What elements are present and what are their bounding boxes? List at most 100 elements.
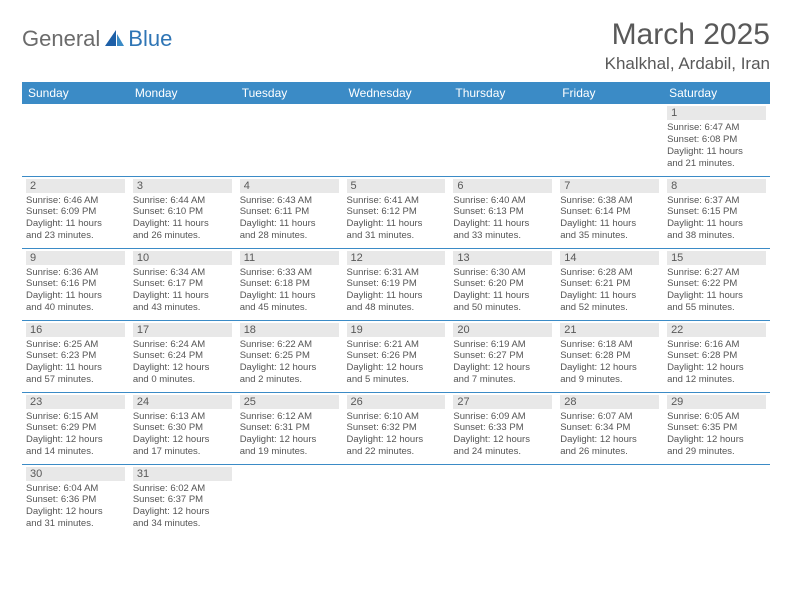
day-cell: 16Sunrise: 6:25 AMSunset: 6:23 PMDayligh… xyxy=(22,320,129,392)
day-cell: 24Sunrise: 6:13 AMSunset: 6:30 PMDayligh… xyxy=(129,392,236,464)
sunrise-line: Sunrise: 6:44 AM xyxy=(133,195,232,207)
day-number: 9 xyxy=(26,251,125,265)
day-cell: 11Sunrise: 6:33 AMSunset: 6:18 PMDayligh… xyxy=(236,248,343,320)
daylight-line-2: and 31 minutes. xyxy=(26,518,125,530)
daylight-line-1: Daylight: 11 hours xyxy=(240,218,339,230)
sunrise-line: Sunrise: 6:30 AM xyxy=(453,267,552,279)
sunrise-line: Sunrise: 6:21 AM xyxy=(347,339,446,351)
day-cell xyxy=(236,464,343,536)
day-cell: 7Sunrise: 6:38 AMSunset: 6:14 PMDaylight… xyxy=(556,176,663,248)
daylight-line-2: and 43 minutes. xyxy=(133,302,232,314)
sunset-line: Sunset: 6:08 PM xyxy=(667,134,766,146)
sunset-line: Sunset: 6:24 PM xyxy=(133,350,232,362)
day-number: 2 xyxy=(26,179,125,193)
daylight-line-1: Daylight: 11 hours xyxy=(240,290,339,302)
day-cell xyxy=(22,104,129,176)
day-number: 26 xyxy=(347,395,446,409)
sunset-line: Sunset: 6:09 PM xyxy=(26,206,125,218)
day-cell xyxy=(449,464,556,536)
day-cell: 13Sunrise: 6:30 AMSunset: 6:20 PMDayligh… xyxy=(449,248,556,320)
day-cell: 9Sunrise: 6:36 AMSunset: 6:16 PMDaylight… xyxy=(22,248,129,320)
daylight-line-2: and 45 minutes. xyxy=(240,302,339,314)
sunrise-line: Sunrise: 6:25 AM xyxy=(26,339,125,351)
day-cell: 19Sunrise: 6:21 AMSunset: 6:26 PMDayligh… xyxy=(343,320,450,392)
day-cell: 17Sunrise: 6:24 AMSunset: 6:24 PMDayligh… xyxy=(129,320,236,392)
daylight-line-2: and 35 minutes. xyxy=(560,230,659,242)
sunset-line: Sunset: 6:35 PM xyxy=(667,422,766,434)
day-number: 19 xyxy=(347,323,446,337)
sunrise-line: Sunrise: 6:24 AM xyxy=(133,339,232,351)
day-cell: 4Sunrise: 6:43 AMSunset: 6:11 PMDaylight… xyxy=(236,176,343,248)
weekday-header: Wednesday xyxy=(343,82,450,104)
title-block: March 2025 Khalkhal, Ardabil, Iran xyxy=(605,18,770,74)
daylight-line-1: Daylight: 11 hours xyxy=(347,218,446,230)
daylight-line-2: and 5 minutes. xyxy=(347,374,446,386)
day-cell xyxy=(556,104,663,176)
sunset-line: Sunset: 6:29 PM xyxy=(26,422,125,434)
sunrise-line: Sunrise: 6:09 AM xyxy=(453,411,552,423)
daylight-line-2: and 7 minutes. xyxy=(453,374,552,386)
daylight-line-1: Daylight: 12 hours xyxy=(560,362,659,374)
daylight-line-2: and 23 minutes. xyxy=(26,230,125,242)
sunrise-line: Sunrise: 6:10 AM xyxy=(347,411,446,423)
logo-text-general: General xyxy=(22,26,100,52)
day-number: 7 xyxy=(560,179,659,193)
daylight-line-1: Daylight: 12 hours xyxy=(667,434,766,446)
day-cell xyxy=(343,464,450,536)
daylight-line-2: and 19 minutes. xyxy=(240,446,339,458)
week-row: 2Sunrise: 6:46 AMSunset: 6:09 PMDaylight… xyxy=(22,176,770,248)
calendar-body: 1Sunrise: 6:47 AMSunset: 6:08 PMDaylight… xyxy=(22,104,770,536)
daylight-line-1: Daylight: 12 hours xyxy=(133,434,232,446)
sunset-line: Sunset: 6:19 PM xyxy=(347,278,446,290)
daylight-line-2: and 38 minutes. xyxy=(667,230,766,242)
sunrise-line: Sunrise: 6:31 AM xyxy=(347,267,446,279)
day-cell: 28Sunrise: 6:07 AMSunset: 6:34 PMDayligh… xyxy=(556,392,663,464)
daylight-line-1: Daylight: 12 hours xyxy=(133,506,232,518)
sunset-line: Sunset: 6:34 PM xyxy=(560,422,659,434)
daylight-line-2: and 48 minutes. xyxy=(347,302,446,314)
sunset-line: Sunset: 6:31 PM xyxy=(240,422,339,434)
daylight-line-2: and 24 minutes. xyxy=(453,446,552,458)
sunrise-line: Sunrise: 6:12 AM xyxy=(240,411,339,423)
day-number: 22 xyxy=(667,323,766,337)
day-number: 1 xyxy=(667,106,766,120)
daylight-line-2: and 22 minutes. xyxy=(347,446,446,458)
sunset-line: Sunset: 6:17 PM xyxy=(133,278,232,290)
day-number: 8 xyxy=(667,179,766,193)
daylight-line-1: Daylight: 12 hours xyxy=(26,506,125,518)
location-subtitle: Khalkhal, Ardabil, Iran xyxy=(605,54,770,74)
sunrise-line: Sunrise: 6:13 AM xyxy=(133,411,232,423)
week-row: 9Sunrise: 6:36 AMSunset: 6:16 PMDaylight… xyxy=(22,248,770,320)
week-row: 23Sunrise: 6:15 AMSunset: 6:29 PMDayligh… xyxy=(22,392,770,464)
daylight-line-1: Daylight: 12 hours xyxy=(347,434,446,446)
day-cell: 8Sunrise: 6:37 AMSunset: 6:15 PMDaylight… xyxy=(663,176,770,248)
day-cell: 3Sunrise: 6:44 AMSunset: 6:10 PMDaylight… xyxy=(129,176,236,248)
day-number: 21 xyxy=(560,323,659,337)
sunset-line: Sunset: 6:25 PM xyxy=(240,350,339,362)
sunrise-line: Sunrise: 6:37 AM xyxy=(667,195,766,207)
daylight-line-2: and 14 minutes. xyxy=(26,446,125,458)
daylight-line-2: and 26 minutes. xyxy=(560,446,659,458)
day-cell: 15Sunrise: 6:27 AMSunset: 6:22 PMDayligh… xyxy=(663,248,770,320)
weekday-header: Tuesday xyxy=(236,82,343,104)
day-number: 16 xyxy=(26,323,125,337)
day-cell xyxy=(449,104,556,176)
weekday-header: Sunday xyxy=(22,82,129,104)
daylight-line-2: and 29 minutes. xyxy=(667,446,766,458)
daylight-line-1: Daylight: 11 hours xyxy=(133,290,232,302)
sunset-line: Sunset: 6:23 PM xyxy=(26,350,125,362)
sunrise-line: Sunrise: 6:40 AM xyxy=(453,195,552,207)
day-cell: 21Sunrise: 6:18 AMSunset: 6:28 PMDayligh… xyxy=(556,320,663,392)
daylight-line-2: and 57 minutes. xyxy=(26,374,125,386)
daylight-line-2: and 0 minutes. xyxy=(133,374,232,386)
daylight-line-2: and 31 minutes. xyxy=(347,230,446,242)
day-cell: 31Sunrise: 6:02 AMSunset: 6:37 PMDayligh… xyxy=(129,464,236,536)
daylight-line-1: Daylight: 11 hours xyxy=(26,218,125,230)
weekday-header: Thursday xyxy=(449,82,556,104)
sunset-line: Sunset: 6:36 PM xyxy=(26,494,125,506)
sunset-line: Sunset: 6:13 PM xyxy=(453,206,552,218)
day-number: 15 xyxy=(667,251,766,265)
sunset-line: Sunset: 6:18 PM xyxy=(240,278,339,290)
daylight-line-2: and 55 minutes. xyxy=(667,302,766,314)
sunrise-line: Sunrise: 6:27 AM xyxy=(667,267,766,279)
